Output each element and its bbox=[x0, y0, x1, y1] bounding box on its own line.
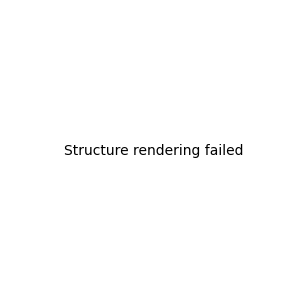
Text: Structure rendering failed: Structure rendering failed bbox=[64, 145, 244, 158]
